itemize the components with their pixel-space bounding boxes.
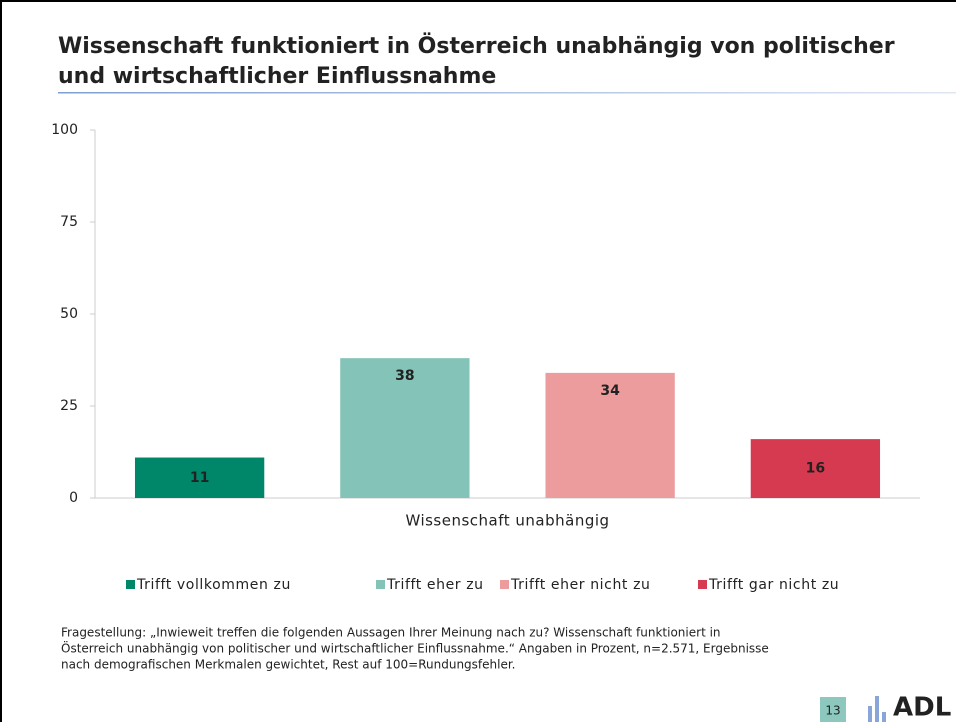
footnote: nach demografischen Merkmalen gewichtet,… bbox=[61, 658, 516, 672]
legend-swatch bbox=[500, 580, 509, 589]
legend-swatch bbox=[126, 580, 135, 589]
logo-bar bbox=[875, 696, 879, 722]
bar bbox=[545, 372, 675, 498]
footnote: Fragestellung: „Inwieweit treffen die fo… bbox=[61, 626, 721, 640]
bar bbox=[134, 457, 265, 498]
legend-label: Trifft eher zu bbox=[386, 577, 484, 593]
chart-title: und wirtschaftlicher Einflussnahme bbox=[58, 64, 496, 89]
legend-label: Trifft gar nicht zu bbox=[708, 577, 839, 593]
data-label: 11 bbox=[190, 470, 209, 486]
y-tick-label: 25 bbox=[60, 398, 78, 414]
legend-swatch bbox=[376, 580, 385, 589]
y-tick-label: 75 bbox=[60, 214, 78, 230]
x-tick-label: Wissenschaft unabhängig bbox=[405, 512, 609, 530]
y-tick-label: 50 bbox=[60, 306, 78, 322]
data-label: 38 bbox=[395, 368, 414, 384]
bar bbox=[750, 439, 881, 498]
page-number: 13 bbox=[825, 704, 840, 718]
title-underline bbox=[58, 92, 956, 94]
page-number-box bbox=[820, 697, 846, 722]
y-tick-label: 100 bbox=[51, 122, 78, 138]
logo-bar bbox=[868, 706, 872, 722]
bar bbox=[340, 358, 470, 498]
data-label: 16 bbox=[806, 461, 825, 477]
logo-text: ADL bbox=[893, 693, 951, 722]
footnote: Österreich unabhängig von politischer un… bbox=[61, 640, 769, 656]
legend-label: Trifft eher nicht zu bbox=[510, 577, 651, 593]
data-label: 34 bbox=[600, 383, 620, 399]
logo-bar bbox=[882, 712, 886, 722]
y-tick-label: 0 bbox=[69, 490, 78, 506]
legend-label: Trifft vollkommen zu bbox=[136, 577, 291, 593]
legend-swatch bbox=[698, 580, 707, 589]
chart-title: Wissenschaft funktioniert in Österreich … bbox=[58, 33, 895, 59]
